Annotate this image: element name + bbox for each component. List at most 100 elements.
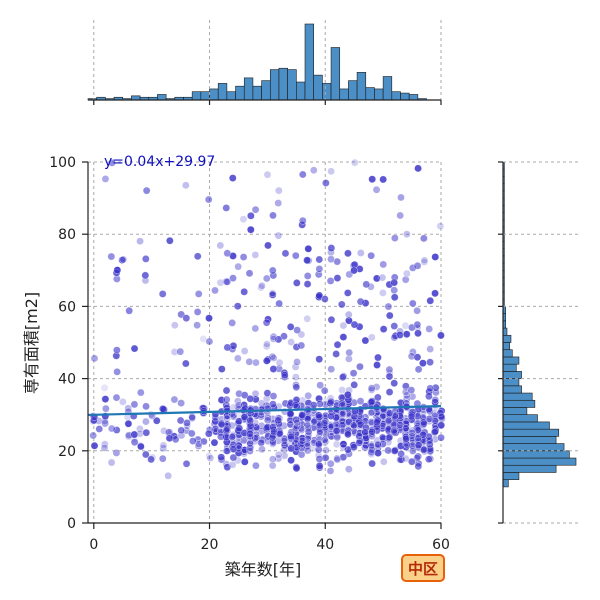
scatter-point: [355, 438, 364, 447]
scatter-point: [205, 452, 214, 460]
scatter-point: [310, 418, 319, 426]
scatter-point: [407, 412, 416, 421]
scatter-point: [327, 244, 336, 252]
scatter-point: [188, 413, 196, 421]
scatter-point: [426, 444, 434, 453]
scatter-point: [367, 386, 376, 394]
scatter-point: [437, 413, 446, 421]
x-hist-bar: [356, 72, 367, 101]
scatter-point: [269, 392, 278, 400]
x-hist-bar: [365, 87, 375, 101]
scatter-point: [379, 457, 388, 466]
y-hist-bar: [502, 356, 520, 365]
scatter-point: [286, 323, 295, 331]
scatter-point: [327, 255, 335, 264]
scatter-point: [280, 441, 289, 449]
marginal-x-histogram: [87, 20, 442, 105]
scatter-point: [158, 405, 167, 413]
scatter-point: [368, 427, 376, 436]
scatter-point: [245, 269, 254, 278]
scatter-point: [390, 278, 399, 287]
scatter-point: [431, 383, 440, 392]
scatter-point: [322, 430, 330, 439]
scatter-point: [327, 315, 336, 324]
scatter-point: [293, 326, 302, 334]
scatter-point: [268, 433, 277, 442]
scatter-point: [414, 462, 423, 471]
scatter-point: [107, 424, 116, 433]
scatter-point: [262, 342, 271, 351]
scatter-point: [384, 302, 393, 311]
scatter-point: [414, 434, 422, 443]
scatter-point: [408, 299, 417, 308]
scatter-point: [113, 346, 121, 355]
scatter-point: [274, 186, 283, 195]
scatter-point: [217, 420, 226, 429]
scatter-point: [262, 318, 271, 327]
y-hist-bar: [502, 407, 528, 416]
scatter-point: [263, 416, 272, 425]
scatter-point: [304, 427, 313, 436]
scatter-point: [419, 359, 427, 368]
scatter-point: [343, 289, 352, 297]
scatter-point: [426, 358, 434, 367]
scatter-point: [303, 446, 312, 455]
scatter-point: [137, 442, 145, 451]
scatter-point: [368, 408, 376, 417]
scatter-point: [379, 260, 388, 269]
scatter-point: [141, 450, 150, 459]
scatter-point: [223, 343, 232, 352]
scatter-point: [385, 372, 394, 381]
scatter-point: [223, 424, 231, 433]
scatter-point: [287, 456, 295, 465]
scatter-point: [345, 316, 353, 325]
scatter-point: [275, 429, 284, 438]
scatter-point: [315, 255, 324, 264]
scatter-point: [332, 440, 341, 449]
scatter-point: [391, 234, 399, 242]
scatter-point: [141, 255, 150, 263]
scatter-point: [228, 460, 237, 469]
y-tick-label: 20: [58, 444, 76, 460]
x-hist-bar: [261, 80, 271, 101]
scatter-point: [292, 279, 301, 287]
scatter-point: [229, 252, 237, 260]
x-hist-bar: [382, 76, 393, 101]
scatter-point: [414, 164, 422, 173]
scatter-point: [235, 401, 243, 410]
scatter-point: [384, 416, 393, 425]
scatter-point: [385, 410, 393, 419]
scatter-point: [338, 421, 347, 429]
scatter-point: [100, 383, 109, 392]
scatter-point: [181, 181, 190, 190]
scatter-point: [90, 354, 99, 363]
scatter-point: [339, 333, 348, 341]
scatter-point: [246, 429, 254, 438]
x-hist-bar: [191, 91, 202, 101]
scatter-point: [408, 429, 417, 437]
scatter-point: [390, 293, 399, 302]
scatter-point: [222, 386, 231, 395]
scatter-point: [368, 175, 377, 184]
scatter-point: [396, 421, 404, 429]
scatter-point: [425, 325, 434, 333]
scatter-point: [308, 444, 317, 453]
scatter-point: [251, 324, 260, 333]
scatter-point: [402, 330, 411, 339]
scatter-point: [252, 358, 260, 367]
scatter-point: [356, 249, 365, 257]
scatter-point: [246, 422, 255, 430]
scatter-point: [315, 455, 324, 463]
scatter-point: [403, 230, 411, 239]
scatter-point: [262, 274, 271, 283]
scatter-point: [374, 353, 382, 362]
scatter-point: [246, 225, 255, 234]
scatter-point: [262, 394, 271, 403]
scatter-point: [205, 337, 214, 346]
scatter-point: [234, 449, 243, 457]
scatter-point: [321, 454, 330, 462]
x-hist-bar: [243, 77, 254, 101]
scatter-point: [303, 280, 312, 288]
x-hist-bar: [131, 95, 141, 101]
scatter-point: [100, 444, 109, 452]
